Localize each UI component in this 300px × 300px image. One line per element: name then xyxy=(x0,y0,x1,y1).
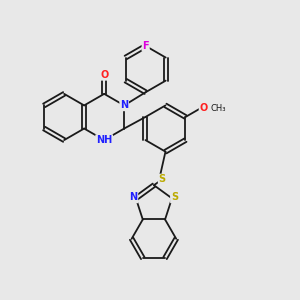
Text: NH: NH xyxy=(96,135,112,145)
Text: S: S xyxy=(171,193,178,202)
Text: N: N xyxy=(129,193,137,202)
Text: S: S xyxy=(159,174,166,184)
Text: O: O xyxy=(200,103,208,113)
Text: CH₃: CH₃ xyxy=(210,103,226,112)
Text: O: O xyxy=(100,70,108,80)
Text: N: N xyxy=(120,100,128,110)
Text: F: F xyxy=(142,41,149,51)
